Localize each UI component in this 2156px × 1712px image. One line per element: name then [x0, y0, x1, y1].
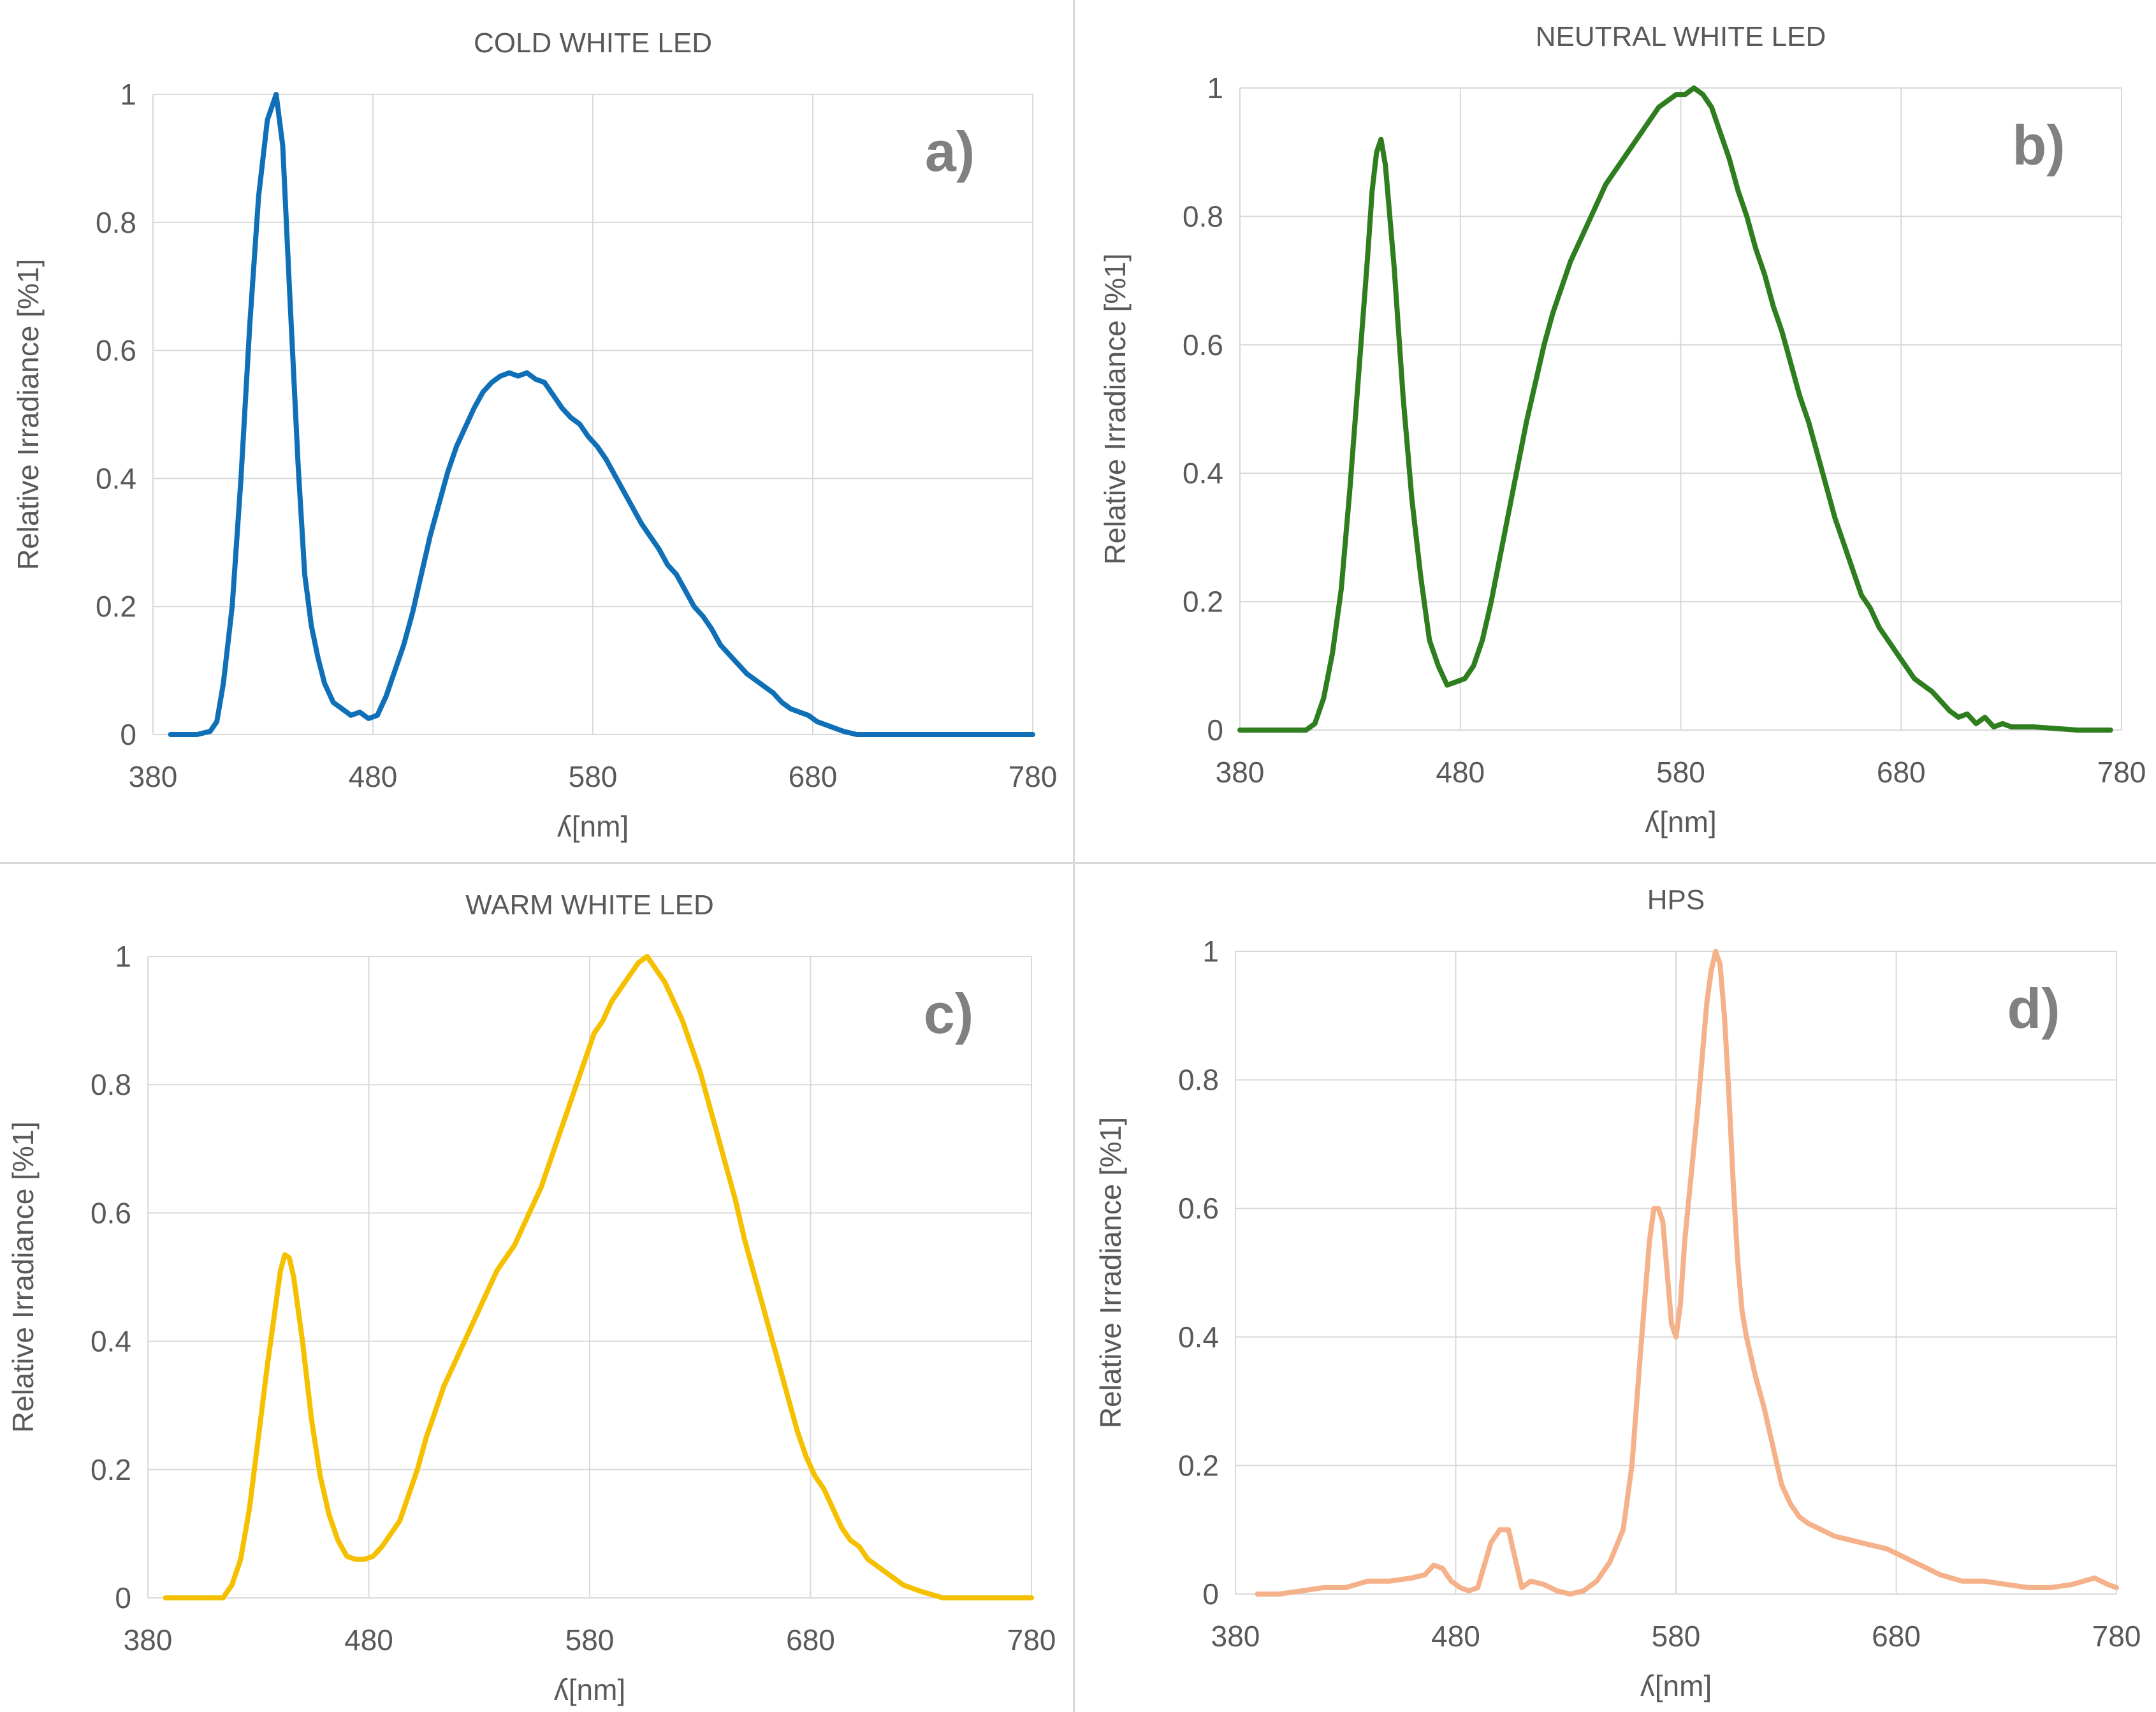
x-tick-label: 780: [1007, 1623, 1056, 1657]
x-tick-label: 780: [1009, 760, 1058, 793]
y-tick-label: 0.8: [1183, 200, 1223, 233]
x-axis-title: ʎ[nm]: [1640, 1669, 1712, 1702]
y-tick-label: 0.8: [96, 206, 136, 239]
y-tick-label: 1: [1207, 71, 1223, 105]
chart-title: WARM WHITE LED: [465, 889, 713, 921]
x-tick-label: 680: [1877, 756, 1926, 789]
y-tick-label: 1: [120, 78, 136, 111]
panel-neutral: 0 0.2 0.4 0.6 0.8 1 380 480 580 680 780 NEUTRAL WHI…: [1098, 21, 2146, 838]
x-tick-label: 780: [2097, 756, 2146, 789]
x-tick-label: 480: [1431, 1620, 1480, 1653]
panel-label: d): [2007, 977, 2060, 1040]
y-axis-title: Relative Irradiance [%1]: [1098, 253, 1132, 564]
y-tick-label: 0.4: [91, 1325, 131, 1358]
y-tick-label: 0: [115, 1581, 131, 1614]
y-tick-label: 0: [1202, 1577, 1219, 1611]
y-tick-label: 1: [115, 940, 131, 973]
x-tick-label: 580: [1656, 756, 1705, 789]
y-tick-label: 0.6: [1178, 1192, 1219, 1225]
y-tick-label: 0.4: [1183, 457, 1223, 490]
y-tick-label: 0.2: [1178, 1449, 1219, 1482]
x-tick-label: 480: [1436, 756, 1485, 789]
series-line: [168, 92, 1035, 737]
x-tick-label: 680: [786, 1623, 835, 1657]
y-tick-label: 0.8: [91, 1068, 131, 1101]
x-axis-title: ʎ[nm]: [557, 810, 629, 843]
x-tick-label: 580: [1652, 1620, 1701, 1653]
y-tick-label: 0.8: [1178, 1064, 1219, 1097]
series-line: [1255, 949, 2119, 1597]
y-tick-label: 0.4: [96, 462, 136, 495]
y-tick-label: 0.6: [1183, 328, 1223, 362]
x-tick-label: 380: [124, 1623, 173, 1657]
series-line: [1237, 85, 2113, 733]
x-tick-label: 680: [1872, 1620, 1921, 1653]
x-tick-label: 380: [1211, 1620, 1260, 1653]
y-tick-label: 0.2: [1183, 585, 1223, 618]
x-axis-title: ʎ[nm]: [554, 1673, 625, 1706]
x-tick-label: 780: [2092, 1620, 2141, 1653]
x-tick-label: 580: [565, 1623, 615, 1657]
chart-title: NEUTRAL WHITE LED: [1536, 21, 1826, 52]
horizontal-divider: [0, 862, 2156, 864]
y-tick-label: 0: [120, 718, 136, 751]
x-tick-label: 680: [789, 760, 838, 793]
y-tick-label: 0: [1207, 713, 1223, 747]
y-axis-title: Relative Irradiance [%1]: [1094, 1117, 1127, 1428]
x-tick-label: 380: [1216, 756, 1265, 789]
panel-cold: 0 0.2 0.4 0.6 0.8 1 380 480 580 680 780 COLD WHITE …: [11, 27, 1058, 843]
series-line: [163, 954, 1034, 1600]
y-tick-label: 0.4: [1178, 1321, 1219, 1354]
panel-hps: 0 0.2 0.4 0.6 0.8 1 380 480 580 680 780 HPS ʎ[nm] Rel…: [1094, 884, 2141, 1702]
x-axis-title: ʎ[nm]: [1645, 805, 1716, 838]
panel-label: c): [924, 982, 973, 1045]
panel-warm: 0 0.2 0.4 0.6 0.8 1 380 480 580 680 780 WARM WHITE …: [6, 889, 1056, 1706]
vertical-divider: [1073, 0, 1075, 1712]
panel-label: b): [2012, 113, 2065, 177]
y-tick-label: 1: [1202, 935, 1219, 968]
y-tick-label: 0.2: [96, 590, 136, 623]
y-axis-title: Relative Irradiance [%1]: [11, 259, 45, 570]
y-axis-title: Relative Irradiance [%1]: [6, 1122, 40, 1433]
chart-title: HPS: [1647, 884, 1705, 916]
y-tick-label: 0.6: [91, 1196, 131, 1229]
x-tick-label: 480: [349, 760, 398, 793]
x-tick-label: 480: [344, 1623, 393, 1657]
chart-title: COLD WHITE LED: [474, 27, 712, 59]
x-tick-label: 580: [569, 760, 618, 793]
y-tick-label: 0.6: [96, 334, 136, 367]
x-tick-label: 380: [129, 760, 178, 793]
panel-label: a): [925, 120, 975, 183]
y-tick-label: 0.2: [91, 1453, 131, 1486]
